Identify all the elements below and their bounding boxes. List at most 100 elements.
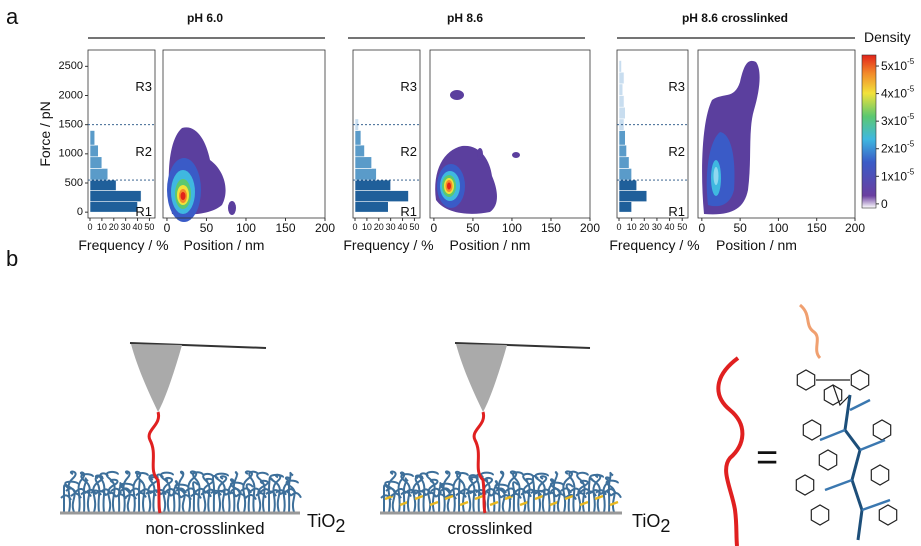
- substrate-label-name: crosslinked: [447, 519, 532, 538]
- x-tick-label: 50: [466, 221, 480, 235]
- histogram-bar: [618, 83, 624, 96]
- histogram-bar: [89, 144, 99, 158]
- region-label: R1: [135, 204, 152, 219]
- x-tick-label: 100: [768, 221, 788, 235]
- region-label: R1: [668, 204, 685, 219]
- chart-title: pH 8.6 crosslinked: [682, 11, 788, 25]
- chart-title: pH 6.0: [187, 11, 223, 25]
- x-axis-label: Position / nm: [450, 237, 531, 253]
- region-label: R3: [668, 79, 685, 94]
- density-map: [167, 60, 760, 222]
- x-tick-label: 150: [807, 221, 827, 235]
- histogram-bar: [354, 130, 362, 146]
- density-frame: [697, 49, 856, 219]
- histogram-bar: [618, 106, 626, 120]
- y-tick-label: 2500: [59, 60, 83, 72]
- histogram-bar: [89, 179, 117, 191]
- crosslinker: [429, 500, 439, 507]
- y-tick-label: 2000: [59, 89, 83, 101]
- chemical-ring: [802, 419, 822, 441]
- polymer-brush: [248, 470, 262, 513]
- histogram-bar: [618, 168, 632, 181]
- histogram-bar: [618, 60, 622, 73]
- polymer-brush: [605, 479, 622, 513]
- polymer-brush: [456, 472, 472, 513]
- x-tick-label: 100: [502, 221, 522, 235]
- x-tick-label: 40: [398, 222, 408, 232]
- x-tick-label: 30: [121, 222, 131, 232]
- histogram-bar: [354, 190, 409, 202]
- polymer-brush: [105, 470, 122, 513]
- crosslinker: [609, 500, 619, 507]
- x-tick-label: 150: [275, 221, 295, 235]
- x-tick-label: 20: [109, 222, 119, 232]
- polymer-brush: [520, 477, 534, 513]
- x-tick-label: 0: [616, 222, 621, 232]
- polymer-brush: [80, 473, 97, 513]
- x-tick-label: 200: [845, 221, 865, 235]
- x-tick-label: 10: [362, 222, 372, 232]
- polymer-brush: [589, 473, 607, 513]
- histogram-bar: [618, 95, 625, 108]
- crosslinker: [399, 500, 409, 507]
- x-tick-label: 0: [164, 221, 171, 235]
- colorbar-tick-label: 0: [881, 197, 888, 211]
- x-tick-label: 0: [352, 222, 357, 232]
- histogram-bar: [618, 190, 648, 202]
- y-axis-label: Force / pN: [37, 101, 53, 166]
- chemical-ring: [823, 384, 843, 406]
- x-tick-label: 0: [431, 221, 438, 235]
- polymer-brush: [522, 472, 537, 513]
- polymer-brush: [175, 470, 187, 513]
- x-axis-label: Frequency / %: [609, 237, 699, 253]
- y-tick-label: 1500: [59, 119, 83, 131]
- polymer-brush: [505, 470, 518, 513]
- histogram-bar: [618, 130, 626, 146]
- x-tick-label: 200: [315, 221, 335, 235]
- polymer-brush: [575, 479, 589, 513]
- polymer-brush: [202, 472, 217, 513]
- diagram: [60, 303, 898, 546]
- polymer-brush: [269, 473, 287, 513]
- colorbar-tick-label: 3x10-5: [881, 112, 915, 128]
- polymer-brush: [200, 477, 214, 513]
- equals-sign: =: [756, 437, 778, 479]
- chart-title: pH 8.6: [447, 11, 483, 25]
- x-tick-label: 20: [374, 222, 384, 232]
- chemical-ring: [810, 504, 830, 526]
- histogram-bar: [618, 156, 630, 169]
- crosslinker: [579, 500, 589, 507]
- histogram-bar: [89, 201, 138, 213]
- chemical-ring: [872, 419, 892, 441]
- crosslinker: [564, 494, 574, 501]
- histogram-bar: [618, 144, 627, 158]
- histogram-bar: [354, 201, 389, 213]
- polymer-brush: [136, 472, 152, 513]
- polymer-brush: [64, 480, 82, 513]
- polymer-brush: [120, 470, 132, 513]
- region-label: R3: [135, 79, 152, 94]
- histogram-frame: [616, 49, 689, 219]
- colorbar-tick-label: 1x10-5: [881, 167, 915, 183]
- polymer-brush: [468, 474, 482, 513]
- substrate-label: TiO2: [632, 511, 670, 536]
- histogram-frame: [87, 49, 156, 219]
- region-label: R2: [668, 144, 685, 159]
- chemical-ring: [795, 474, 815, 496]
- colorbar-tick-label: 5x10-5: [881, 57, 915, 73]
- x-tick-label: 30: [386, 222, 396, 232]
- panel-label: b: [6, 246, 18, 271]
- histogram-frame: [352, 49, 421, 219]
- polymer-brush: [425, 470, 442, 513]
- crosslinker: [519, 500, 529, 507]
- x-tick-label: 0: [87, 222, 92, 232]
- chemical-ring: [818, 449, 838, 471]
- polymer-brush: [285, 479, 302, 513]
- crosslinker: [489, 500, 499, 507]
- polymer-brush: [510, 481, 522, 513]
- chemical-ring: [878, 504, 898, 526]
- crosslinker: [414, 494, 424, 501]
- x-tick-label: 150: [541, 221, 561, 235]
- histogram-bar: [354, 179, 391, 191]
- x-tick-label: 50: [677, 222, 687, 232]
